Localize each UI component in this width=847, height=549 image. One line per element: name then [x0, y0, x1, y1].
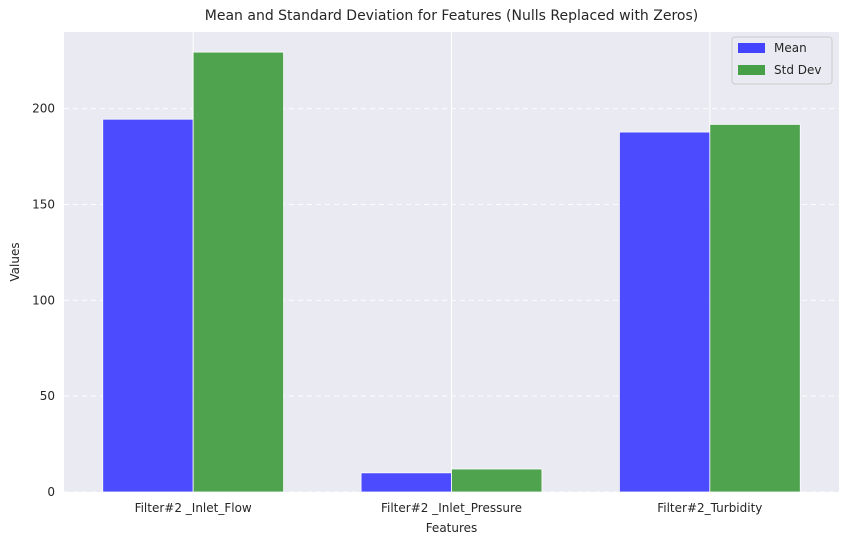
y-tick-label: 0: [47, 485, 55, 499]
y-tick-label: 50: [40, 389, 55, 403]
legend-swatch-mean: [738, 43, 765, 53]
bars: [102, 51, 801, 493]
x-tick-label: Filter#2 _Inlet_Flow: [135, 501, 252, 515]
legend: Mean Std Dev: [731, 36, 833, 85]
legend-label-std-dev: Std Dev: [774, 63, 821, 77]
chart-title: Mean and Standard Deviation for Features…: [205, 8, 698, 24]
bar-std-dev: [709, 123, 801, 493]
y-tick-label: 150: [32, 198, 55, 212]
ticks: 0 50 100 150 200 Filter#2 _Inlet_Flow Filter#2…: [32, 102, 762, 515]
x-axis-label: Features: [426, 521, 478, 535]
bar-std-dev: [192, 51, 284, 493]
y-axis-label: Values: [8, 242, 22, 281]
bar-mean: [619, 131, 711, 493]
y-tick-label: 200: [32, 102, 55, 116]
bar-mean: [102, 118, 194, 493]
bar-mean: [360, 472, 452, 493]
legend-swatch-std-dev: [738, 65, 765, 75]
bar-std-dev: [451, 468, 543, 493]
y-tick-label: 100: [32, 293, 55, 307]
x-tick-label: Filter#2_Turbidity: [657, 501, 762, 515]
x-tick-label: Filter#2 _Inlet_Pressure: [381, 501, 522, 515]
legend-label-mean: Mean: [774, 41, 807, 55]
